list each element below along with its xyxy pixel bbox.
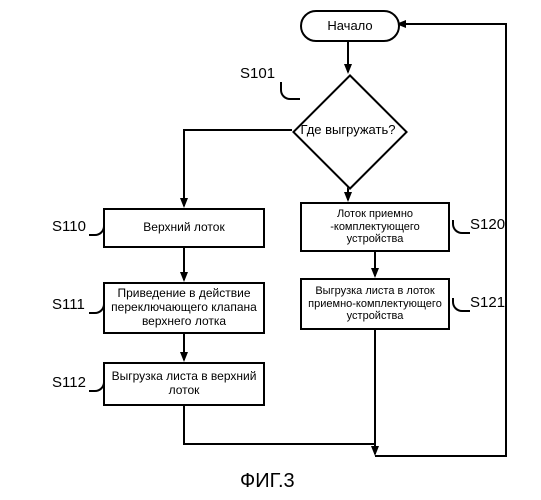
callout-s121	[452, 298, 470, 312]
process-s120-text: Лоток приемно -комплектующего устройства	[306, 208, 444, 246]
label-s101: S101	[240, 65, 275, 82]
callout-s101	[280, 82, 300, 100]
process-s110-text: Верхний лоток	[143, 221, 224, 235]
process-s110: Верхний лоток	[103, 208, 265, 248]
process-s112-text: Выгрузка листа в верхний лоток	[109, 370, 259, 398]
process-s111: Приведение в действие переключающего кла…	[103, 282, 265, 334]
flowchart-canvas: Начало Где выгружать? S101 Верхний лоток…	[0, 0, 541, 500]
process-s120: Лоток приемно -комплектующего устройства	[300, 202, 450, 252]
label-s120: S120	[470, 216, 505, 233]
label-s111: S111	[52, 296, 85, 313]
process-s121: Выгрузка листа в лоток приемно-комплекту…	[300, 278, 450, 330]
process-s121-text: Выгрузка листа в лоток приемно-комплекту…	[306, 285, 444, 323]
start-node: Начало	[300, 10, 400, 42]
figure-caption: ФИГ.3	[240, 470, 295, 493]
process-s111-text: Приведение в действие переключающего кла…	[109, 287, 259, 328]
label-s112: S112	[52, 374, 86, 391]
callout-s120	[452, 220, 470, 234]
start-text: Начало	[327, 18, 372, 33]
process-s112: Выгрузка листа в верхний лоток	[103, 362, 265, 406]
label-s110: S110	[52, 218, 86, 235]
label-s121: S121	[470, 294, 505, 311]
decision-text: Где выгружать?	[288, 122, 408, 137]
